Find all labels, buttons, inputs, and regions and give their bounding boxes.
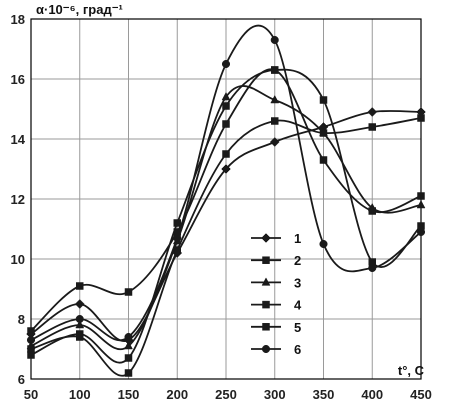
y-tick-label: 18 xyxy=(11,12,25,27)
y-tick-label: 16 xyxy=(11,72,25,87)
data-point xyxy=(270,35,279,45)
data-point xyxy=(27,327,35,335)
legend-marker xyxy=(261,344,271,354)
data-point xyxy=(124,288,133,296)
legend-marker xyxy=(262,323,270,331)
data-point xyxy=(417,114,425,122)
x-tick-label: 300 xyxy=(264,387,286,402)
y-tick-label: 14 xyxy=(11,132,26,147)
data-point xyxy=(26,335,36,345)
series-5 xyxy=(27,66,425,364)
x-tick-label: 250 xyxy=(215,387,237,402)
data-point xyxy=(124,340,133,350)
data-point xyxy=(124,369,133,377)
x-tick-label: 200 xyxy=(166,387,188,402)
data-point xyxy=(319,96,328,104)
data-point xyxy=(271,66,279,74)
series-layer xyxy=(26,24,426,377)
y-tick-label: 12 xyxy=(11,192,25,207)
x-tick-label: 400 xyxy=(361,387,383,402)
data-point xyxy=(368,263,377,273)
data-point xyxy=(270,94,280,104)
x-tick-label: 150 xyxy=(118,387,140,402)
legend-label: 2 xyxy=(294,253,301,268)
data-point xyxy=(416,227,426,237)
data-point xyxy=(269,137,280,147)
data-point xyxy=(319,156,328,164)
data-point xyxy=(221,91,231,101)
y-tick-label: 8 xyxy=(18,312,25,327)
data-point xyxy=(76,330,84,338)
data-point xyxy=(222,150,230,158)
data-point xyxy=(221,59,231,69)
data-point xyxy=(27,351,35,359)
x-tick-label: 100 xyxy=(69,387,91,402)
data-point xyxy=(368,123,376,131)
legend-label: 4 xyxy=(294,298,302,313)
x-tick-label: 350 xyxy=(313,387,335,402)
x-tick-label: 450 xyxy=(410,387,432,402)
data-point xyxy=(75,319,85,329)
data-point xyxy=(173,219,181,227)
legend-marker xyxy=(262,256,270,264)
data-point xyxy=(222,102,230,110)
grid xyxy=(30,18,422,380)
y-tick-label: 6 xyxy=(18,372,25,387)
series-line xyxy=(30,85,422,350)
series-line xyxy=(30,117,422,377)
data-point xyxy=(319,239,328,249)
series-6 xyxy=(26,24,426,345)
data-point xyxy=(173,233,182,243)
data-point xyxy=(319,127,328,137)
data-point xyxy=(124,354,133,362)
data-point xyxy=(368,207,376,215)
data-point xyxy=(271,117,279,125)
legend-label: 5 xyxy=(294,320,301,335)
legend-marker xyxy=(261,277,271,286)
x-tick-label: 50 xyxy=(24,387,38,402)
legend-label: 3 xyxy=(294,275,301,290)
data-point xyxy=(76,282,84,290)
legend-marker xyxy=(261,233,271,243)
data-point xyxy=(367,107,378,117)
data-point xyxy=(416,199,426,209)
legend-label: 6 xyxy=(294,342,301,357)
data-point xyxy=(417,192,425,200)
data-point xyxy=(26,340,36,350)
legend-marker xyxy=(262,300,270,309)
data-point xyxy=(124,332,133,342)
data-point xyxy=(221,164,231,174)
y-axis-label: α·10⁻⁶, град⁻¹ xyxy=(36,2,123,17)
legend-label: 1 xyxy=(294,231,301,246)
series-line xyxy=(30,110,422,342)
data-point xyxy=(74,299,85,309)
data-point xyxy=(75,314,84,324)
x-axis-label: t°, C xyxy=(398,363,425,378)
data-point xyxy=(222,120,230,128)
y-tick-label: 10 xyxy=(11,252,25,267)
legend: 1 2 3 4 5 6 xyxy=(251,231,302,357)
